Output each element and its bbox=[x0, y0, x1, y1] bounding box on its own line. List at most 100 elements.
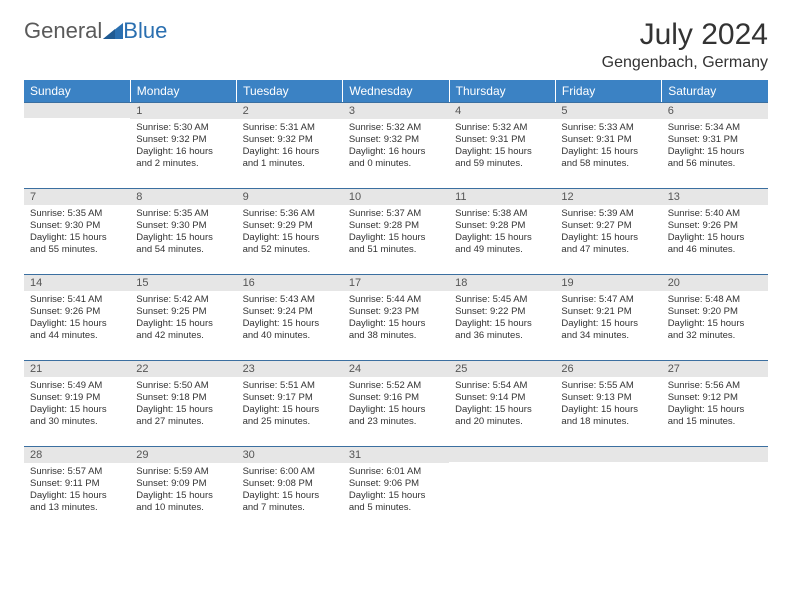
weekday-header: Friday bbox=[555, 80, 661, 102]
daylight-text-1: Daylight: 16 hours bbox=[136, 146, 230, 158]
calendar-day-cell: 20Sunrise: 5:48 AMSunset: 9:20 PMDayligh… bbox=[662, 274, 768, 360]
calendar-table: SundayMondayTuesdayWednesdayThursdayFrid… bbox=[24, 80, 768, 532]
logo-text-1: General bbox=[24, 18, 102, 44]
sunset-text: Sunset: 9:32 PM bbox=[349, 134, 443, 146]
sunrise-text: Sunrise: 5:41 AM bbox=[30, 294, 124, 306]
day-number: 24 bbox=[343, 360, 449, 377]
daylight-text-2: and 40 minutes. bbox=[243, 330, 337, 342]
day-number: 17 bbox=[343, 274, 449, 291]
daylight-text-2: and 10 minutes. bbox=[136, 502, 230, 514]
logo: General Blue bbox=[24, 18, 167, 44]
calendar-day-cell: 1Sunrise: 5:30 AMSunset: 9:32 PMDaylight… bbox=[130, 102, 236, 188]
day-body: Sunrise: 5:42 AMSunset: 9:25 PMDaylight:… bbox=[130, 291, 236, 346]
daylight-text-1: Daylight: 15 hours bbox=[455, 232, 549, 244]
sunset-text: Sunset: 9:06 PM bbox=[349, 478, 443, 490]
sunset-text: Sunset: 9:31 PM bbox=[561, 134, 655, 146]
sunset-text: Sunset: 9:08 PM bbox=[243, 478, 337, 490]
day-number-empty bbox=[24, 102, 130, 118]
day-body: Sunrise: 5:44 AMSunset: 9:23 PMDaylight:… bbox=[343, 291, 449, 346]
daylight-text-1: Daylight: 15 hours bbox=[349, 232, 443, 244]
sunset-text: Sunset: 9:30 PM bbox=[30, 220, 124, 232]
day-body: Sunrise: 5:50 AMSunset: 9:18 PMDaylight:… bbox=[130, 377, 236, 432]
daylight-text-1: Daylight: 15 hours bbox=[668, 232, 762, 244]
sunset-text: Sunset: 9:11 PM bbox=[30, 478, 124, 490]
day-body: Sunrise: 5:55 AMSunset: 9:13 PMDaylight:… bbox=[555, 377, 661, 432]
calendar-day-cell: 26Sunrise: 5:55 AMSunset: 9:13 PMDayligh… bbox=[555, 360, 661, 446]
calendar-day-cell: 16Sunrise: 5:43 AMSunset: 9:24 PMDayligh… bbox=[237, 274, 343, 360]
daylight-text-1: Daylight: 15 hours bbox=[136, 318, 230, 330]
sunset-text: Sunset: 9:13 PM bbox=[561, 392, 655, 404]
daylight-text-2: and 36 minutes. bbox=[455, 330, 549, 342]
sunset-text: Sunset: 9:27 PM bbox=[561, 220, 655, 232]
calendar-day-cell: 3Sunrise: 5:32 AMSunset: 9:32 PMDaylight… bbox=[343, 102, 449, 188]
sunrise-text: Sunrise: 5:32 AM bbox=[455, 122, 549, 134]
daylight-text-1: Daylight: 15 hours bbox=[136, 232, 230, 244]
daylight-text-1: Daylight: 16 hours bbox=[349, 146, 443, 158]
sunset-text: Sunset: 9:32 PM bbox=[243, 134, 337, 146]
day-number: 19 bbox=[555, 274, 661, 291]
day-number: 11 bbox=[449, 188, 555, 205]
daylight-text-1: Daylight: 15 hours bbox=[243, 404, 337, 416]
calendar-week-row: 7Sunrise: 5:35 AMSunset: 9:30 PMDaylight… bbox=[24, 188, 768, 274]
daylight-text-2: and 56 minutes. bbox=[668, 158, 762, 170]
calendar-day-cell: 2Sunrise: 5:31 AMSunset: 9:32 PMDaylight… bbox=[237, 102, 343, 188]
day-body: Sunrise: 5:39 AMSunset: 9:27 PMDaylight:… bbox=[555, 205, 661, 260]
daylight-text-1: Daylight: 15 hours bbox=[561, 232, 655, 244]
logo-text-2: Blue bbox=[123, 18, 167, 44]
day-body: Sunrise: 5:35 AMSunset: 9:30 PMDaylight:… bbox=[24, 205, 130, 260]
sunrise-text: Sunrise: 5:48 AM bbox=[668, 294, 762, 306]
daylight-text-1: Daylight: 15 hours bbox=[455, 404, 549, 416]
daylight-text-2: and 38 minutes. bbox=[349, 330, 443, 342]
daylight-text-1: Daylight: 15 hours bbox=[561, 318, 655, 330]
title-block: July 2024 Gengenbach, Germany bbox=[602, 18, 768, 72]
sunrise-text: Sunrise: 5:49 AM bbox=[30, 380, 124, 392]
calendar-week-row: 14Sunrise: 5:41 AMSunset: 9:26 PMDayligh… bbox=[24, 274, 768, 360]
day-number: 2 bbox=[237, 102, 343, 119]
day-body-empty bbox=[449, 462, 555, 522]
sunset-text: Sunset: 9:14 PM bbox=[455, 392, 549, 404]
sunset-text: Sunset: 9:24 PM bbox=[243, 306, 337, 318]
weekday-header: Wednesday bbox=[343, 80, 449, 102]
daylight-text-1: Daylight: 15 hours bbox=[455, 318, 549, 330]
day-body-empty bbox=[662, 462, 768, 522]
daylight-text-1: Daylight: 15 hours bbox=[136, 490, 230, 502]
day-number: 13 bbox=[662, 188, 768, 205]
sunrise-text: Sunrise: 5:45 AM bbox=[455, 294, 549, 306]
calendar-day-cell: 7Sunrise: 5:35 AMSunset: 9:30 PMDaylight… bbox=[24, 188, 130, 274]
daylight-text-2: and 46 minutes. bbox=[668, 244, 762, 256]
day-body: Sunrise: 5:54 AMSunset: 9:14 PMDaylight:… bbox=[449, 377, 555, 432]
daylight-text-1: Daylight: 15 hours bbox=[243, 318, 337, 330]
day-number: 18 bbox=[449, 274, 555, 291]
sunset-text: Sunset: 9:19 PM bbox=[30, 392, 124, 404]
calendar-day-cell: 25Sunrise: 5:54 AMSunset: 9:14 PMDayligh… bbox=[449, 360, 555, 446]
weekday-header: Monday bbox=[130, 80, 236, 102]
day-number: 20 bbox=[662, 274, 768, 291]
calendar-week-row: 1Sunrise: 5:30 AMSunset: 9:32 PMDaylight… bbox=[24, 102, 768, 188]
day-body: Sunrise: 5:32 AMSunset: 9:31 PMDaylight:… bbox=[449, 119, 555, 174]
sunrise-text: Sunrise: 5:54 AM bbox=[455, 380, 549, 392]
sunrise-text: Sunrise: 5:34 AM bbox=[668, 122, 762, 134]
daylight-text-2: and 52 minutes. bbox=[243, 244, 337, 256]
daylight-text-1: Daylight: 15 hours bbox=[561, 146, 655, 158]
daylight-text-2: and 23 minutes. bbox=[349, 416, 443, 428]
day-number-empty bbox=[662, 446, 768, 462]
calendar-day-cell: 9Sunrise: 5:36 AMSunset: 9:29 PMDaylight… bbox=[237, 188, 343, 274]
sunset-text: Sunset: 9:18 PM bbox=[136, 392, 230, 404]
calendar-header-row: SundayMondayTuesdayWednesdayThursdayFrid… bbox=[24, 80, 768, 102]
sunrise-text: Sunrise: 5:47 AM bbox=[561, 294, 655, 306]
sunrise-text: Sunrise: 5:57 AM bbox=[30, 466, 124, 478]
location: Gengenbach, Germany bbox=[602, 54, 768, 72]
sunset-text: Sunset: 9:30 PM bbox=[136, 220, 230, 232]
day-body: Sunrise: 5:56 AMSunset: 9:12 PMDaylight:… bbox=[662, 377, 768, 432]
calendar-day-cell: 17Sunrise: 5:44 AMSunset: 9:23 PMDayligh… bbox=[343, 274, 449, 360]
daylight-text-2: and 7 minutes. bbox=[243, 502, 337, 514]
day-number: 5 bbox=[555, 102, 661, 119]
sunrise-text: Sunrise: 5:44 AM bbox=[349, 294, 443, 306]
day-number: 12 bbox=[555, 188, 661, 205]
calendar-day-cell: 8Sunrise: 5:35 AMSunset: 9:30 PMDaylight… bbox=[130, 188, 236, 274]
day-body: Sunrise: 6:01 AMSunset: 9:06 PMDaylight:… bbox=[343, 463, 449, 518]
sunrise-text: Sunrise: 5:33 AM bbox=[561, 122, 655, 134]
month-title: July 2024 bbox=[602, 18, 768, 52]
sunset-text: Sunset: 9:26 PM bbox=[668, 220, 762, 232]
sunset-text: Sunset: 9:31 PM bbox=[668, 134, 762, 146]
